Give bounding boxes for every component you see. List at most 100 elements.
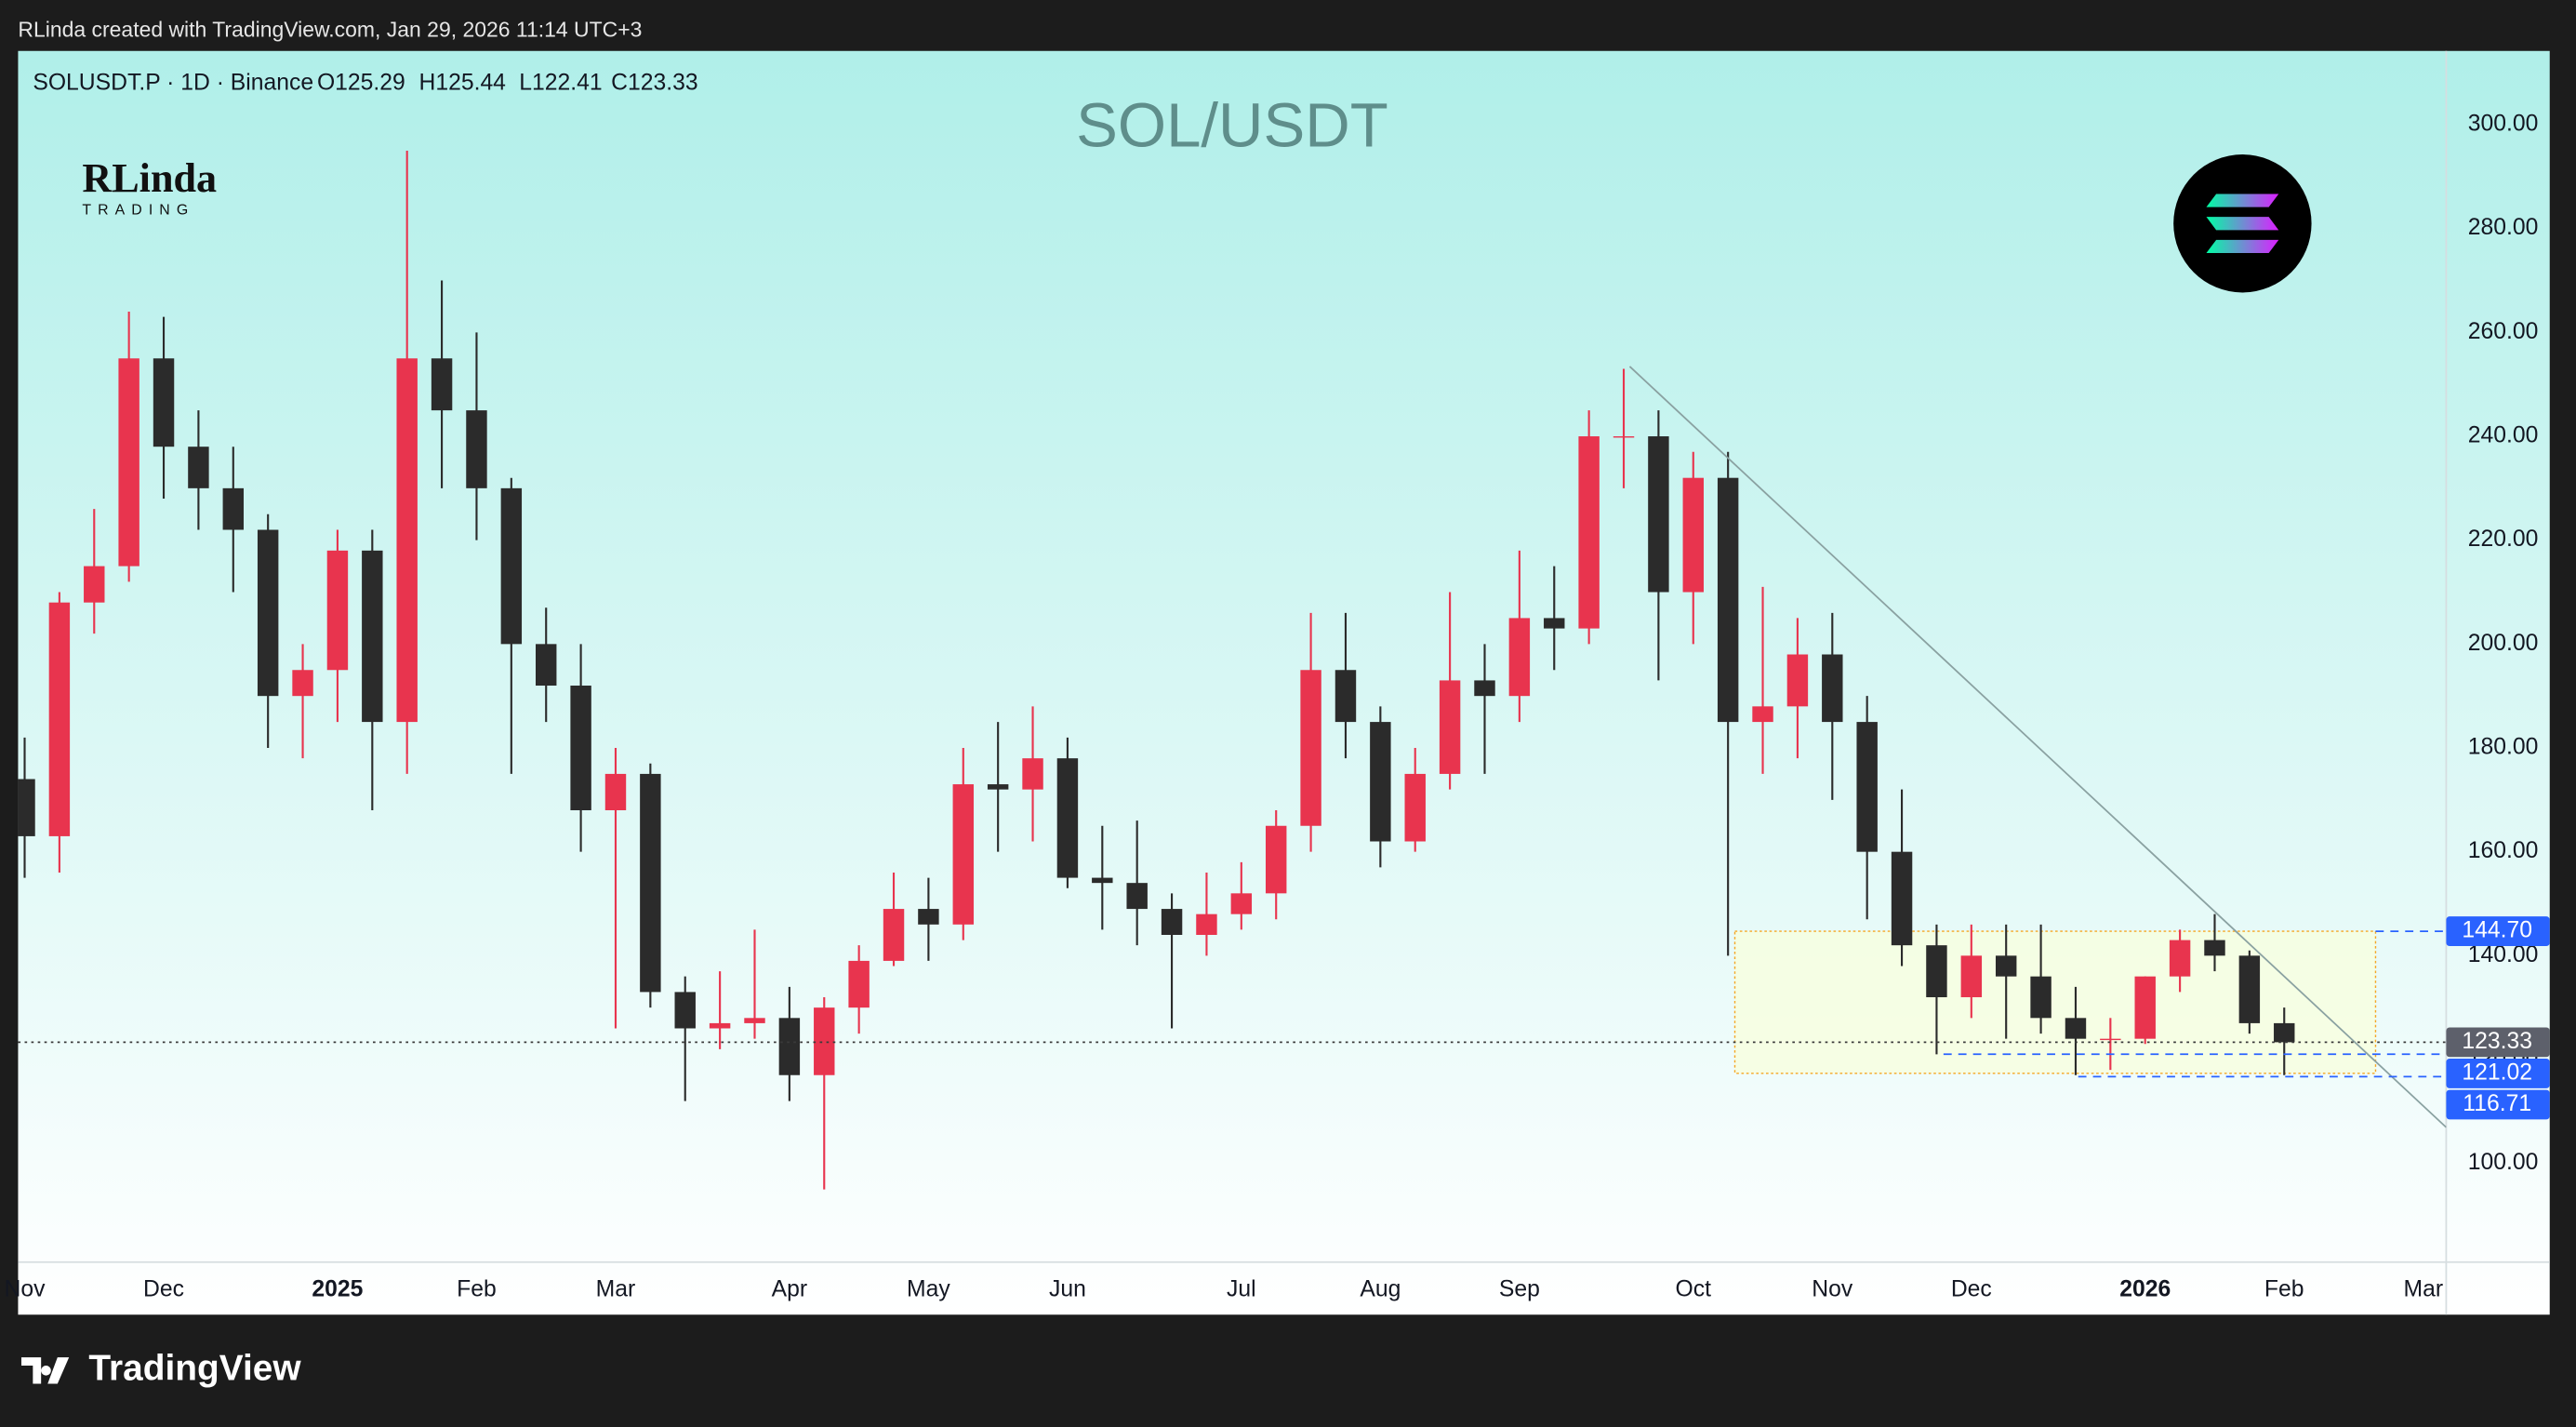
candle-body	[709, 1022, 731, 1029]
candle-body	[1126, 883, 1148, 910]
y-tick-label: 240.00	[2468, 423, 2539, 448]
candle-body	[118, 358, 139, 567]
candle-body	[848, 960, 870, 1008]
candle-body	[48, 602, 71, 836]
candle-body	[1265, 825, 1287, 894]
trend-line	[1628, 366, 2447, 1128]
candle-body	[2065, 1018, 2087, 1039]
candle-body	[1717, 477, 1739, 723]
x-tick-label: Nov	[1812, 1276, 1853, 1301]
ohlc-high: H125.44	[418, 71, 506, 96]
candle-body	[1056, 758, 1079, 878]
candle-body	[1544, 618, 1565, 629]
candle-body	[1092, 877, 1113, 884]
candle-body	[1300, 670, 1321, 826]
candle-body	[18, 779, 35, 836]
candle-body	[1230, 893, 1253, 914]
candle-body	[987, 784, 1009, 790]
candle-body	[431, 358, 453, 411]
candle-body	[2238, 955, 2261, 1023]
candle-body	[536, 644, 557, 687]
price-axis: 100.00120.00140.00160.00180.00200.00220.…	[2446, 112, 2550, 1175]
price-label-box	[2446, 1059, 2550, 1088]
candle-body	[1856, 722, 1878, 852]
candle-body	[1474, 680, 1495, 697]
candle-body	[2134, 976, 2156, 1039]
candle-body	[1682, 477, 1704, 593]
candle-body	[1161, 909, 1183, 935]
candle-body	[1926, 945, 1947, 997]
candle-body	[674, 992, 696, 1029]
candle-body	[466, 410, 487, 488]
candle-body	[744, 1018, 765, 1023]
x-tick-label: May	[907, 1276, 950, 1301]
candle-body	[257, 529, 279, 697]
attribution: RLinda created with TradingView.com, Jan…	[18, 18, 642, 42]
ohlc-close: C123.33	[611, 71, 697, 96]
candle-body	[2204, 940, 2225, 956]
candle-body	[1022, 758, 1043, 790]
candle-body	[2169, 940, 2191, 977]
candle-body	[1891, 851, 1913, 946]
x-tick-label: Dec	[1951, 1276, 1992, 1301]
candle-body	[1613, 436, 1635, 438]
x-tick-label: Apr	[772, 1276, 807, 1301]
candle-body	[222, 487, 245, 530]
x-tick-label: Dec	[143, 1276, 184, 1301]
candle-body	[1995, 955, 2017, 977]
solana-logo	[2173, 154, 2312, 293]
candle-body	[918, 909, 939, 925]
x-tick-label: Jul	[1227, 1276, 1256, 1301]
price-label: 121.02	[2462, 1060, 2532, 1085]
x-tick-label: Oct	[1676, 1276, 1712, 1301]
candle-body	[2030, 976, 2052, 1019]
candle-body	[500, 487, 523, 645]
y-tick-label: 180.00	[2468, 735, 2539, 760]
candle-body	[1370, 722, 1391, 842]
y-tick-label: 200.00	[2468, 631, 2539, 656]
brand-icon	[20, 1357, 70, 1384]
candle-body	[1752, 706, 1773, 723]
candle-body	[188, 447, 209, 488]
candle-body	[814, 1007, 835, 1075]
brand-name: TradingView	[88, 1349, 301, 1389]
candle-body	[640, 773, 661, 993]
price-label: 123.33	[2462, 1029, 2532, 1054]
logo-bar	[2206, 239, 2279, 254]
chart-title: SOL/USDT	[1076, 90, 1388, 160]
x-tick-label: Jun	[1049, 1276, 1086, 1301]
range-box	[1733, 930, 2377, 1074]
candle-body	[1960, 955, 1983, 997]
candle-body	[778, 1018, 801, 1075]
x-tick-label: Nov	[5, 1276, 46, 1301]
ohlc-low: L122.41	[519, 71, 602, 96]
x-tick-label: Mar	[2403, 1276, 2443, 1301]
y-tick-label: 100.00	[2468, 1150, 2539, 1175]
x-tick-label: Feb	[457, 1276, 497, 1301]
x-tick-label: Mar	[596, 1276, 636, 1301]
candle-body	[292, 670, 313, 697]
candle-body	[1786, 654, 1809, 707]
y-tick-label: 140.00	[2468, 942, 2539, 967]
candle-body	[1508, 618, 1531, 697]
footer-logo: TradingView	[20, 1349, 301, 1389]
x-tick-label: Sep	[1499, 1276, 1540, 1301]
x-tick-label: 2026	[2119, 1276, 2171, 1301]
candle-body	[326, 550, 349, 671]
y-tick-label: 260.00	[2468, 319, 2539, 344]
symbol-info: SOLUSDT.P · 1D · Binance	[33, 71, 313, 96]
logo-name: RLinda	[82, 155, 217, 201]
candle-body	[1439, 680, 1461, 774]
logo-bar	[2206, 193, 2279, 207]
candle-body	[1196, 914, 1217, 935]
candle-body	[153, 358, 175, 447]
y-tick-label: 220.00	[2468, 527, 2539, 552]
x-tick-label: 2025	[312, 1276, 363, 1301]
price-label: 144.70	[2462, 918, 2532, 943]
candle-body	[396, 358, 418, 723]
time-axis: Nov Dec 2025 Feb Mar Apr May Jun Jul Aug Sep Oct Nov…	[5, 1276, 2444, 1301]
x-tick-label: Aug	[1360, 1276, 1401, 1301]
candle-body	[570, 686, 591, 811]
candle-body	[1648, 436, 1669, 593]
